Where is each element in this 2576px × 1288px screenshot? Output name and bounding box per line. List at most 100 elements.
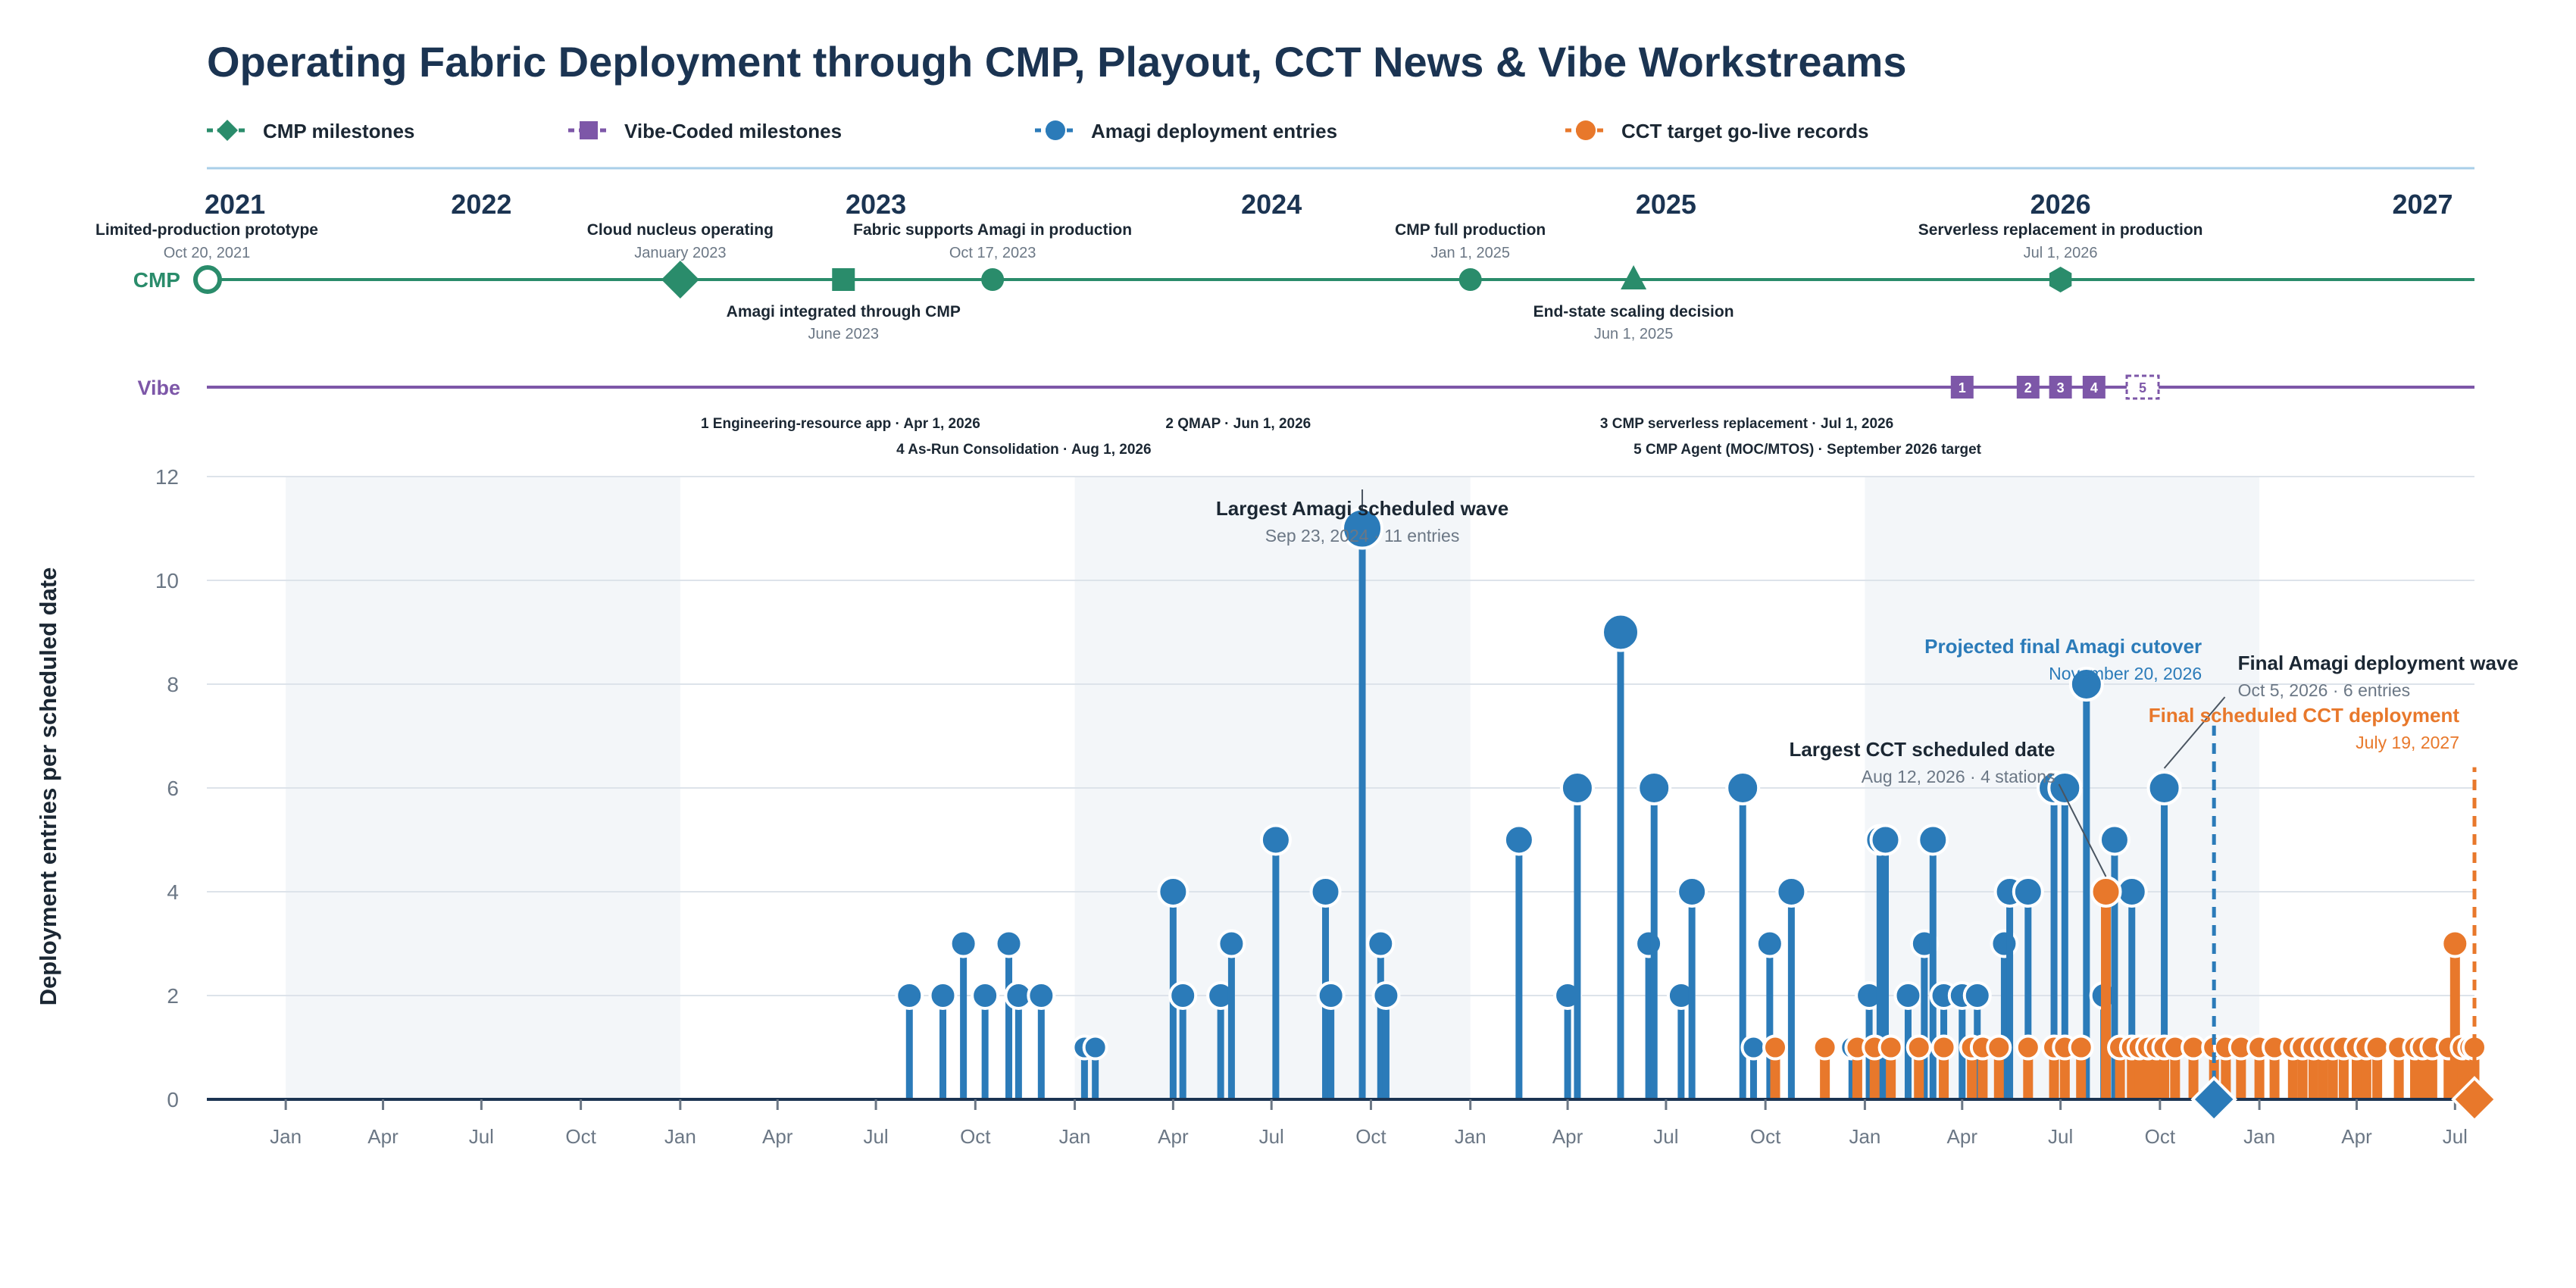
y-tick-label: 2 — [167, 984, 179, 1008]
cmp-milestone-title: Serverless replacement in production — [1918, 221, 2203, 239]
legend-square-marker — [580, 121, 598, 139]
amagi-point — [928, 981, 958, 1010]
annotation-leader — [2163, 696, 2226, 769]
legend-diamond-marker — [217, 120, 238, 141]
x-tick-label: Jul — [1653, 1125, 1678, 1148]
amagi-point — [1600, 612, 1640, 652]
x-tick-label: Oct — [1355, 1125, 1386, 1148]
y-axis-title: Deployment entries per scheduled date — [35, 567, 61, 1006]
vibe-track: Vibe 1 2 3 4 5 1 Engineering-resource app · Ap… — [137, 374, 2474, 458]
x-tick-label: Jan — [664, 1125, 696, 1148]
amagi-point — [1371, 981, 1401, 1010]
x-tick-label: Jan — [1455, 1125, 1487, 1148]
amagi-point — [1559, 771, 1595, 805]
cmp-milestone-triangle — [1621, 265, 1647, 289]
amagi-point — [1082, 1034, 1108, 1061]
amagi-point — [1676, 876, 1708, 908]
annotation-subtitle: November 20, 2026 — [2049, 664, 2202, 683]
amagi-point — [994, 929, 1024, 958]
annotation-title: Largest CCT scheduled date — [1789, 738, 2055, 761]
x-tick-label: Jul — [863, 1125, 888, 1148]
annotation-title: Final Amagi deployment wave — [2238, 652, 2518, 674]
cmp-track: CMP Limited-production prototype Oct 20, 2… — [95, 221, 2474, 342]
cmp-milestone-title: Fabric supports Amagi in production — [853, 221, 1132, 239]
amagi-point — [1309, 876, 1342, 908]
year-label: 2022 — [451, 189, 511, 220]
x-tick-label: Apr — [367, 1125, 399, 1148]
vibe-note: 4 As-Run Consolidation · Aug 1, 2026 — [896, 442, 1151, 458]
x-tick-label: Jan — [1849, 1125, 1880, 1148]
vibe-milestone-box — [2016, 376, 2040, 399]
x-tick-label: Apr — [1947, 1125, 1978, 1148]
y-tick-label: 12 — [155, 465, 179, 489]
x-tick-label: Oct — [2145, 1125, 2176, 1148]
chart-legend: CMP milestones Vibe-Coded milestones Amagi… — [207, 120, 1869, 142]
year-label: 2023 — [846, 189, 906, 220]
amagi-point — [1502, 824, 1535, 856]
x-tick-label: Oct — [1750, 1125, 1781, 1148]
amagi-point — [1259, 824, 1292, 856]
amagi-point — [1962, 981, 1992, 1010]
vibe-milestone-box — [1950, 376, 1974, 399]
x-tick-label: Apr — [1552, 1125, 1583, 1148]
amagi-point — [1217, 929, 1246, 958]
cct-point — [1877, 1034, 1904, 1061]
cmp-milestone-date: Jul 1, 2026 — [2024, 245, 2098, 261]
chart-title: Operating Fabric Deployment through CMP,… — [207, 38, 1907, 86]
amagi-point — [895, 981, 924, 1010]
annotation-subtitle: Sep 23, 2024 · 11 entries — [1265, 526, 1460, 546]
amagi-point — [1168, 981, 1198, 1010]
x-tick-label: Apr — [762, 1125, 793, 1148]
amagi-point — [2146, 771, 2182, 805]
cmp-milestone-title: Limited-production prototype — [95, 221, 318, 239]
x-tick-label: Jul — [1259, 1125, 1284, 1148]
vibe-milestone-box — [2125, 374, 2160, 400]
cmp-milestone-title: CMP full production — [1395, 221, 1546, 239]
cct-point — [2090, 876, 2122, 908]
x-tick-label: Jul — [2443, 1125, 2468, 1148]
x-tick-label: Jul — [469, 1125, 494, 1148]
x-tick-label: Jul — [2048, 1125, 2073, 1148]
legend-label: CCT target go-live records — [1621, 120, 1869, 142]
cmp-milestone-hexagon — [2049, 267, 2072, 292]
cmp-milestone-title: Cloud nucleus operating — [587, 221, 774, 239]
legend-label: Vibe-Coded milestones — [624, 120, 842, 142]
annotation-title: Largest Amagi scheduled wave — [1216, 497, 1508, 520]
cct-final-deployment-marker — [2451, 1076, 2498, 1123]
final-date-guides — [2212, 725, 2477, 1099]
vibe-milestone-number: 4 — [2090, 380, 2098, 395]
y-tick-label: 8 — [167, 673, 179, 696]
amagi-point — [2098, 824, 2131, 856]
amagi-point — [1637, 771, 1672, 805]
x-tick-label: Oct — [960, 1125, 991, 1148]
amagi-point — [1917, 824, 1949, 856]
amagi-point — [1366, 929, 1396, 958]
amagi-point — [1990, 929, 2019, 958]
x-tick-label: Jan — [270, 1125, 302, 1148]
amagi-point — [2068, 667, 2104, 702]
cct-point — [1905, 1034, 1932, 1061]
year-label: 2025 — [1636, 189, 1696, 220]
cct-point — [2440, 929, 2470, 958]
annotation-title: Final scheduled CCT deployment — [2149, 704, 2460, 727]
vibe-note: 5 CMP Agent (MOC/MTOS) · September 2026 … — [1633, 442, 1982, 458]
annotation-subtitle: July 19, 2027 — [2356, 733, 2459, 752]
annotation-subtitle: Aug 12, 2026 · 4 stations — [1862, 767, 2055, 786]
cct-point — [1930, 1034, 1957, 1061]
y-tick-label: 10 — [155, 569, 179, 592]
chart-annotations: Largest Amagi scheduled wave Sep 23, 2024… — [1216, 489, 2518, 877]
amagi-point — [1755, 929, 1784, 958]
annotation-leader — [2058, 783, 2107, 877]
x-tick-label: Apr — [2341, 1125, 2372, 1148]
cmp-milestone-date: Jan 1, 2025 — [1430, 245, 1510, 261]
year-label: 2024 — [1241, 189, 1302, 220]
y-tick-label: 0 — [167, 1088, 179, 1111]
vibe-note: 2 QMAP · Jun 1, 2026 — [1165, 416, 1311, 432]
cmp-milestone-date: January 2023 — [634, 245, 726, 261]
vibe-milestone-box — [2082, 376, 2106, 399]
legend-label: Amagi deployment entries — [1091, 120, 1337, 142]
amagi-point — [2047, 771, 2083, 805]
amagi-point — [949, 929, 978, 958]
cct-point — [2068, 1034, 2094, 1061]
